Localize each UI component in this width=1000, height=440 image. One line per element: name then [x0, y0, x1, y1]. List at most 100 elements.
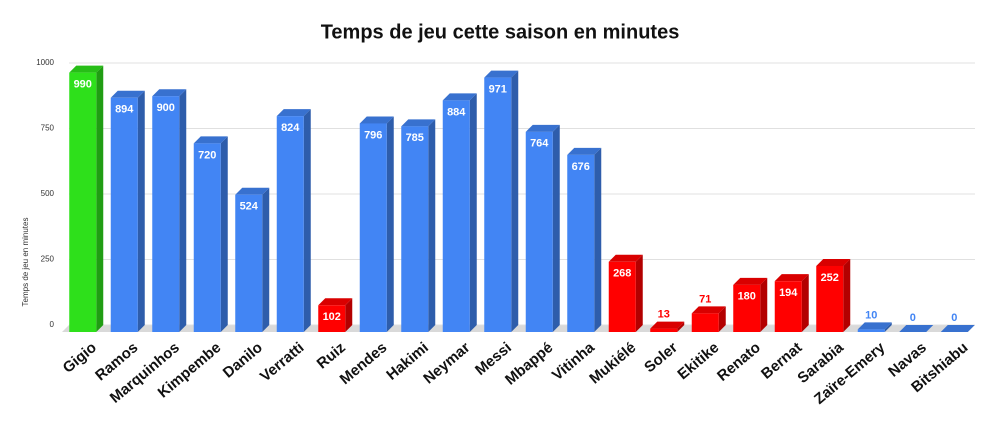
bar [650, 328, 678, 332]
bar-side [345, 298, 353, 332]
x-tick-label: Verratti [257, 339, 308, 385]
bar-top [318, 298, 353, 306]
x-tick-label: Ruiz [314, 339, 349, 372]
value-label: 0 [951, 312, 957, 324]
value-label: 894 [115, 104, 134, 116]
value-label: 676 [572, 161, 590, 173]
y-tick-label: 250 [41, 255, 55, 264]
bar [69, 72, 97, 333]
bar-side [303, 109, 311, 332]
bar-side [96, 65, 104, 333]
y-tick-label: 0 [50, 320, 55, 329]
value-label: 194 [779, 287, 798, 299]
bar-side [511, 70, 519, 333]
value-label: 971 [489, 84, 507, 96]
bar [318, 305, 346, 332]
bar-top [193, 136, 228, 144]
x-tick-label: Mendes [337, 339, 391, 388]
value-label: 990 [74, 79, 92, 91]
bar-side [801, 274, 809, 332]
bar-side [718, 306, 726, 332]
bar-top [359, 116, 394, 124]
bar-top [650, 321, 685, 329]
value-label: 524 [240, 201, 259, 213]
bar-top [940, 325, 975, 332]
y-tick-label: 1000 [36, 58, 54, 67]
y-axis-title: Temps de jeu en minutes [21, 218, 30, 307]
x-tick-label: Mukiélé [586, 339, 639, 387]
value-label: 268 [613, 268, 631, 280]
bar-side [552, 124, 560, 332]
bar-side [677, 321, 685, 332]
value-label: 824 [281, 122, 300, 134]
bar-side [428, 119, 436, 332]
bar [691, 313, 719, 332]
bar [525, 131, 553, 332]
bar-top [69, 65, 104, 73]
bar-side [884, 322, 892, 332]
bar [193, 143, 221, 332]
bar-side [386, 116, 394, 332]
x-tick-label: Ekitike [674, 339, 722, 383]
bar-top [442, 93, 477, 101]
bar-side [137, 90, 145, 332]
bar-side [594, 147, 602, 332]
bar [608, 261, 636, 332]
value-label: 796 [364, 129, 382, 141]
chart-title: Temps de jeu cette saison en minutes [321, 21, 680, 43]
bar-top [276, 109, 311, 117]
x-tick-label: Neymar [420, 339, 473, 388]
bar-top [110, 90, 145, 98]
value-label: 720 [198, 149, 216, 161]
bar [359, 123, 387, 332]
bar-top [152, 89, 187, 97]
value-label: 884 [447, 106, 466, 118]
bar-side [262, 187, 270, 332]
bar-side [843, 258, 851, 332]
bar-top [857, 322, 892, 330]
bar [857, 329, 885, 332]
bar-top [774, 274, 809, 282]
value-label: 102 [323, 311, 341, 323]
value-label: 71 [699, 293, 711, 305]
bar [110, 97, 138, 332]
bar-top [401, 119, 436, 127]
x-tick-label: Renato [714, 339, 764, 385]
value-label: 13 [658, 309, 670, 321]
bar-top [691, 306, 726, 314]
bar [276, 116, 304, 332]
bar [442, 100, 470, 332]
value-label: 10 [865, 309, 877, 321]
bar-top [608, 254, 643, 262]
value-label: 764 [530, 138, 549, 150]
bar [567, 154, 595, 332]
bar-side [469, 93, 477, 332]
x-tick-label: Mbappé [502, 339, 556, 388]
value-label: 180 [738, 291, 756, 303]
bar-side [760, 277, 768, 332]
y-tick-label: 500 [41, 189, 55, 198]
bar [733, 284, 761, 332]
bar-top [484, 70, 519, 78]
bar-top [733, 277, 768, 285]
bar-top [816, 258, 851, 266]
bar-top [567, 147, 602, 155]
value-label: 785 [406, 132, 424, 144]
bar-top [235, 187, 270, 195]
bar [152, 96, 180, 332]
bar-top [525, 124, 560, 132]
bar [816, 265, 844, 332]
bar [484, 77, 512, 333]
bar [235, 194, 263, 332]
bar [774, 281, 802, 332]
value-label: 252 [821, 272, 839, 284]
bar [401, 126, 429, 332]
bar-side [635, 254, 643, 332]
value-label: 0 [910, 312, 916, 324]
bar-side [179, 89, 187, 332]
bar-side [220, 136, 228, 332]
bar-top [899, 325, 934, 332]
value-label: 900 [157, 102, 175, 114]
y-tick-label: 750 [41, 124, 55, 133]
